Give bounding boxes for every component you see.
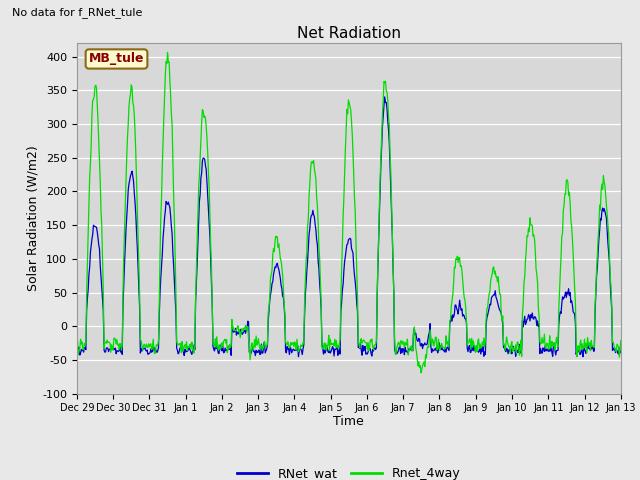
X-axis label: Time: Time <box>333 415 364 428</box>
Rnet_4way <box>617 337 625 343</box>
RNet_wat <box>83 307 90 313</box>
Line: RNet_wat: RNet_wat <box>77 97 621 357</box>
Rnet_4way <box>83 293 90 299</box>
RNet_wat <box>194 242 202 248</box>
RNet_wat <box>433 348 440 354</box>
Title: Net Radiation: Net Radiation <box>297 25 401 41</box>
Legend: RNet_wat, Rnet_4way: RNet_wat, Rnet_4way <box>232 462 466 480</box>
Rnet_4way <box>164 49 172 55</box>
Text: No data for f_RNet_tule: No data for f_RNet_tule <box>12 7 142 18</box>
Rnet_4way <box>139 347 147 353</box>
Rnet_4way <box>195 186 202 192</box>
RNet_wat <box>294 354 302 360</box>
RNet_wat <box>223 347 230 353</box>
Rnet_4way <box>416 365 424 371</box>
RNet_wat <box>417 343 424 348</box>
Rnet_4way <box>73 343 81 348</box>
Rnet_4way <box>223 350 231 356</box>
Rnet_4way <box>417 370 425 376</box>
Line: Rnet_4way: Rnet_4way <box>77 52 621 373</box>
Y-axis label: Solar Radiation (W/m2): Solar Radiation (W/m2) <box>26 145 39 291</box>
RNet_wat <box>617 349 625 355</box>
RNet_wat <box>381 94 388 100</box>
RNet_wat <box>139 347 147 353</box>
RNet_wat <box>73 346 81 352</box>
Text: MB_tule: MB_tule <box>89 52 144 65</box>
Rnet_4way <box>433 334 440 340</box>
